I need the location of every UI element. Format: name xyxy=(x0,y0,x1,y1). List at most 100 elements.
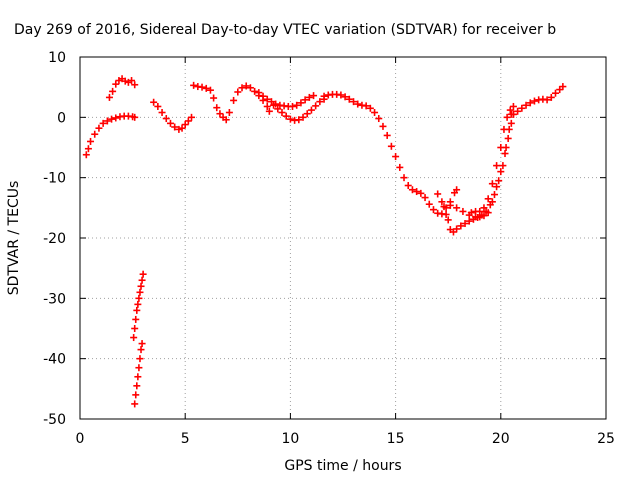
chart-title: Day 269 of 2016, Sidereal Day-to-day VTE… xyxy=(14,22,556,38)
data-point xyxy=(265,107,273,115)
chart-axes: 0 5 10 15 20 25 -50 -40 -30 -20 -10 0 10 xyxy=(43,50,615,447)
x-tick-label: 25 xyxy=(597,431,615,447)
data-point xyxy=(299,113,307,121)
y-axis-title: SDTVAR / TECUs xyxy=(6,181,22,296)
data-point xyxy=(453,204,461,212)
data-point xyxy=(158,109,166,117)
data-point xyxy=(206,86,214,94)
x-tick-label: 5 xyxy=(181,431,190,447)
data-point xyxy=(490,191,498,199)
data-point xyxy=(95,124,103,132)
data-point xyxy=(453,186,461,194)
data-point xyxy=(459,207,467,215)
data-point xyxy=(267,98,275,106)
data-point xyxy=(341,93,349,101)
data-point xyxy=(134,373,142,381)
data-point xyxy=(136,288,144,296)
data-point xyxy=(303,110,311,118)
data-point xyxy=(345,95,353,103)
data-point xyxy=(213,104,221,112)
data-point xyxy=(132,315,140,323)
data-point xyxy=(230,96,238,104)
data-point xyxy=(130,334,138,342)
data-point xyxy=(222,116,230,124)
data-point xyxy=(434,190,442,198)
data-point xyxy=(488,198,496,206)
data-point xyxy=(488,180,496,188)
data-point xyxy=(131,400,139,408)
data-point xyxy=(202,84,210,92)
data-point xyxy=(138,340,146,348)
data-point xyxy=(522,101,530,109)
y-tick-label: -30 xyxy=(43,291,66,307)
x-tick-label: 10 xyxy=(281,431,299,447)
data-point xyxy=(162,115,170,123)
data-point xyxy=(506,106,514,114)
data-point xyxy=(366,104,374,112)
data-point xyxy=(178,124,186,132)
x-axis-title: GPS time / hours xyxy=(284,458,401,474)
data-point xyxy=(135,294,143,302)
data-point xyxy=(99,119,107,127)
data-point xyxy=(238,84,246,92)
data-point xyxy=(137,346,145,354)
data-point xyxy=(190,81,198,89)
data-point xyxy=(105,93,113,101)
data-point xyxy=(84,145,92,153)
data-point xyxy=(413,188,421,196)
data-point xyxy=(286,115,294,123)
data-point xyxy=(307,106,315,114)
data-point xyxy=(320,92,328,100)
data-point xyxy=(112,114,120,122)
data-point xyxy=(371,109,379,117)
data-point xyxy=(255,89,263,97)
data-point xyxy=(289,102,297,110)
y-tick-label: 10 xyxy=(48,50,66,66)
data-point xyxy=(137,282,145,290)
data-point xyxy=(375,115,383,123)
data-point xyxy=(112,80,120,88)
data-point xyxy=(425,200,433,208)
data-point xyxy=(383,131,391,139)
data-point xyxy=(138,276,146,284)
data-point xyxy=(476,213,484,221)
data-point xyxy=(198,83,206,91)
data-point xyxy=(251,87,259,95)
data-point xyxy=(154,102,162,110)
data-point xyxy=(263,102,271,110)
data-point xyxy=(133,306,141,314)
data-point xyxy=(274,105,282,113)
data-point xyxy=(440,203,448,211)
data-point xyxy=(263,95,271,103)
x-tick-label: 0 xyxy=(76,431,85,447)
data-point xyxy=(181,121,189,129)
data-point xyxy=(171,123,179,131)
data-point xyxy=(559,83,567,91)
y-tick-label: -20 xyxy=(43,231,66,247)
data-point xyxy=(135,364,143,372)
data-point xyxy=(421,194,429,202)
data-point xyxy=(337,91,345,99)
data-point xyxy=(400,174,408,182)
data-points xyxy=(82,75,567,408)
data-point xyxy=(484,195,492,203)
data-point xyxy=(497,168,505,176)
data-point xyxy=(242,82,250,90)
data-point xyxy=(188,113,196,121)
data-point xyxy=(295,116,303,124)
data-point xyxy=(417,189,425,197)
data-point xyxy=(139,270,147,278)
y-tick-label: -40 xyxy=(43,352,66,368)
data-point xyxy=(518,104,526,112)
data-point xyxy=(379,122,387,130)
data-point xyxy=(514,107,522,115)
x-tick-label: 20 xyxy=(492,431,510,447)
data-point xyxy=(136,355,144,363)
data-point xyxy=(408,186,416,194)
data-point xyxy=(503,113,511,121)
data-point xyxy=(501,150,509,158)
data-point xyxy=(438,198,446,206)
x-tick-label: 15 xyxy=(387,431,405,447)
data-point xyxy=(150,98,158,106)
